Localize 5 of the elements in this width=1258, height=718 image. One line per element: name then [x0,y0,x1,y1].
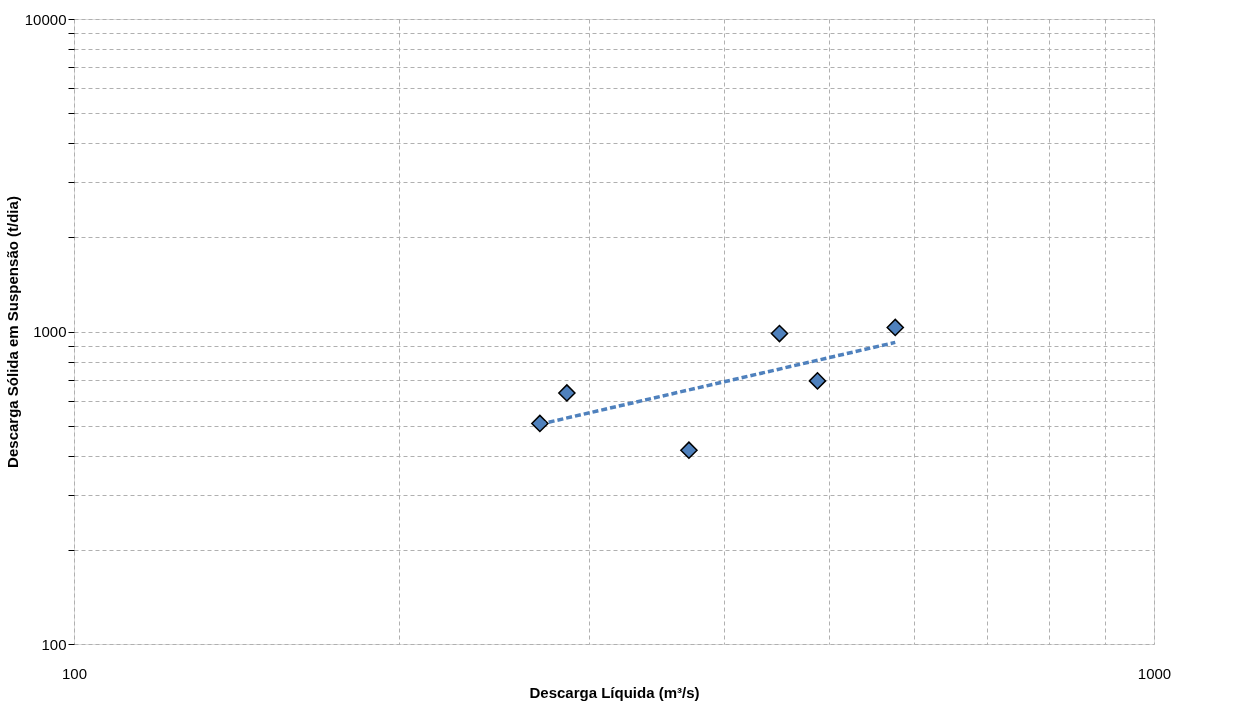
y-tick-label: 100 [41,635,67,653]
x-axis-title: Descarga Líquida (m³/s) [529,683,700,701]
y-axis-title: Descarga Sólida em Suspensão (t/dia) [3,196,21,468]
y-tick-label: 1000 [33,323,67,340]
y-tick-label: 10000 [24,10,67,28]
